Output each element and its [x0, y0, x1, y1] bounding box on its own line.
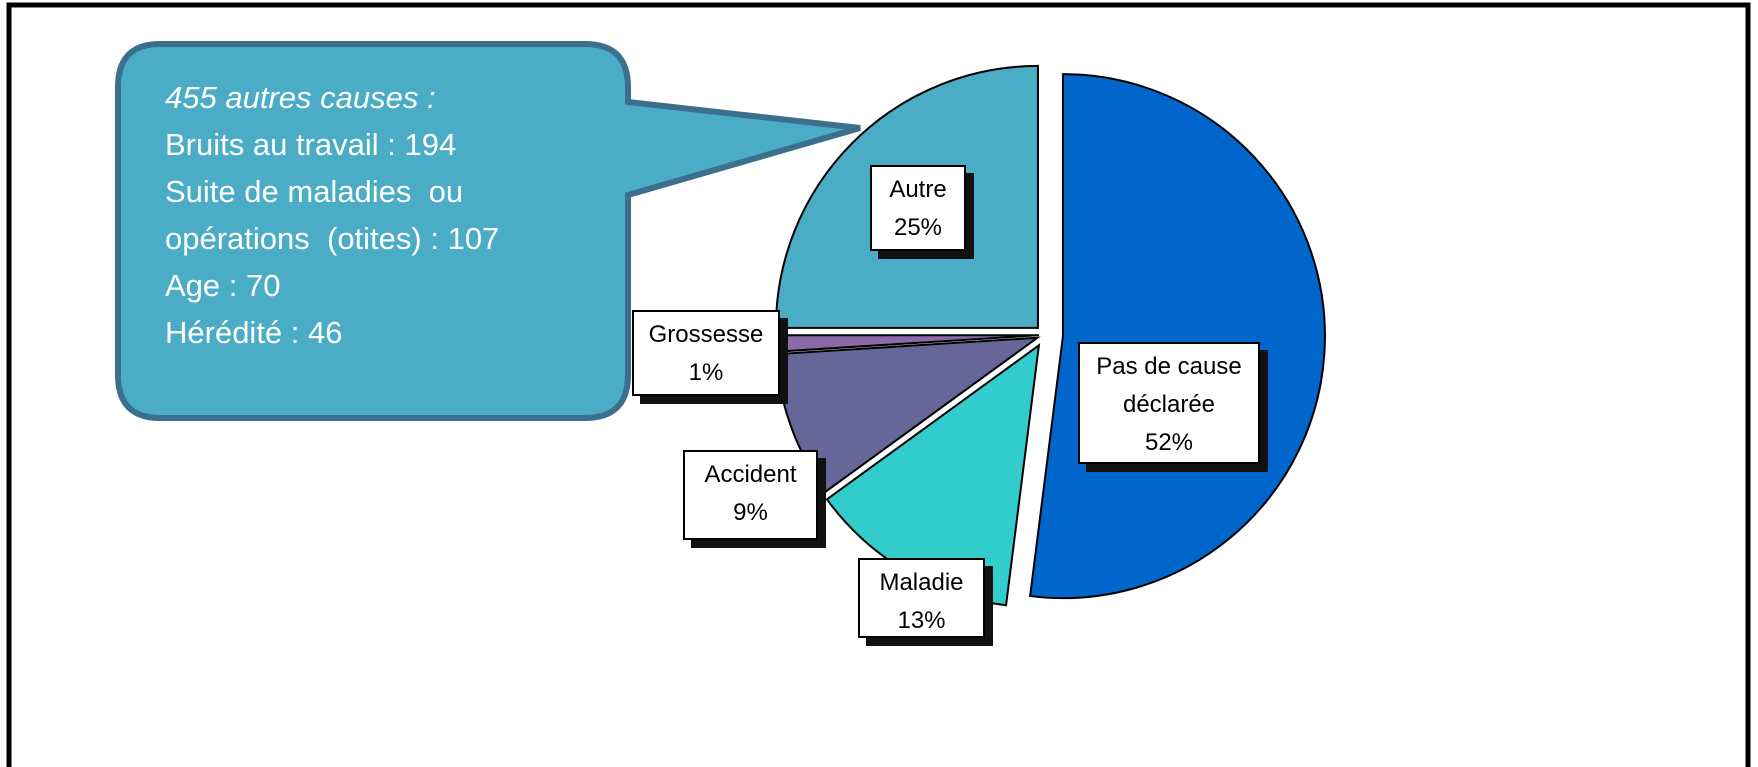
- annotation-line: Bruits au travail : 194: [165, 127, 457, 162]
- slice-label: Accident 9%: [683, 450, 818, 540]
- annotation-line: Hérédité : 46: [165, 315, 343, 350]
- value-label: 1%: [688, 359, 724, 386]
- value-label: 13%: [897, 607, 946, 634]
- value-label: 25%: [893, 214, 943, 241]
- category-label: Autre: [889, 176, 947, 203]
- pie-slice: [1029, 73, 1326, 600]
- slice-label: Grossesse 1%: [632, 310, 780, 396]
- annotation-line: Suite de maladies ou: [165, 174, 464, 209]
- annotation-line: Age : 70: [165, 268, 281, 303]
- category-label: Accident: [704, 461, 797, 488]
- category-label: Grossesse: [648, 321, 764, 348]
- value-label: 52%: [1144, 429, 1194, 456]
- slice-label: Maladie 13%: [858, 558, 985, 638]
- category-label: Pas de cause déclarée: [1096, 353, 1242, 418]
- frame: [6, 2, 1751, 767]
- slice-label: Pas de cause déclarée 52%: [1078, 342, 1260, 464]
- annotation-line: 455 autres causes :: [165, 80, 436, 115]
- callout: [115, 41, 861, 421]
- value-label: 9%: [733, 499, 768, 526]
- category-label: Maladie: [879, 569, 964, 596]
- slice-label: Autre 25%: [870, 165, 966, 251]
- annotation-line: opérations (otites) : 107: [165, 221, 500, 256]
